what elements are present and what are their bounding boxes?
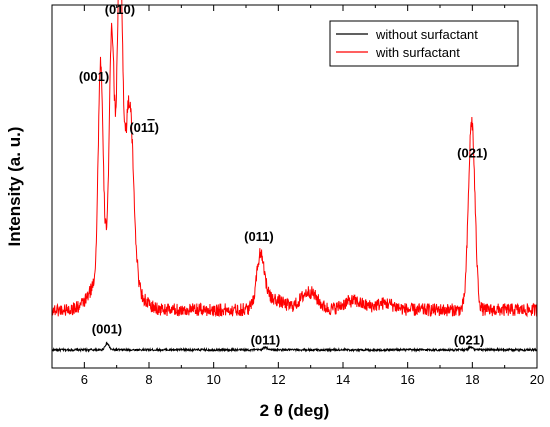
- x-tick-label: 6: [81, 372, 88, 387]
- peak-label: (001): [79, 69, 109, 84]
- x-axis-title: 2 θ (deg): [260, 401, 330, 420]
- plot-frame: [51, 4, 538, 369]
- x-tick-label: 20: [530, 372, 544, 387]
- series-line-with-surfactant: [51, 0, 538, 318]
- legend-label: without surfactant: [375, 27, 478, 42]
- x-tick-label: 12: [271, 372, 285, 387]
- legend: without surfactant with surfactant: [329, 20, 519, 67]
- peak-label: (021): [454, 332, 484, 347]
- peak-label: (011): [244, 229, 274, 244]
- x-axis: 6 8 10 12 14 16 18 20: [51, 5, 544, 387]
- series-lines: [51, 0, 538, 353]
- x-tick-label: 18: [465, 372, 479, 387]
- x-tick-label: 14: [336, 372, 350, 387]
- peak-label: (011): [129, 120, 159, 135]
- peak-label: (001): [92, 322, 122, 337]
- x-tick-label: 8: [145, 372, 152, 387]
- peak-annotations: (010) (001) (011) (021) (011) (001) (011) (021): [79, 2, 488, 347]
- peak-label: (021): [457, 145, 487, 160]
- legend-box: [329, 20, 519, 67]
- peak-label: (011): [251, 332, 281, 347]
- peak-label: (010): [105, 2, 135, 17]
- x-tick-label: 16: [400, 372, 414, 387]
- x-tick-label: 10: [206, 372, 220, 387]
- legend-label: with surfactant: [375, 45, 460, 60]
- y-axis-title: Intensity (a. u.): [5, 127, 24, 247]
- series-line-without-surfactant: [51, 341, 538, 353]
